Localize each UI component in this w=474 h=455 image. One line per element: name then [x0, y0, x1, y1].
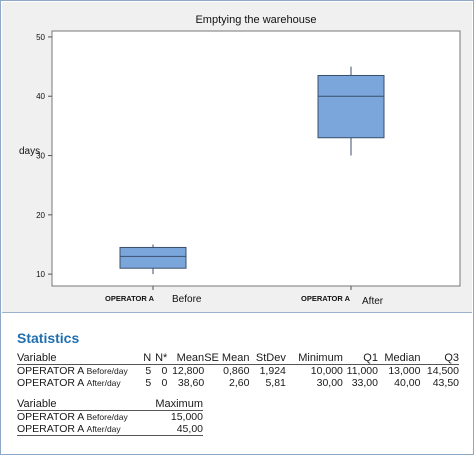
cell-q1: 11,000 — [346, 365, 378, 377]
boxplot-chart: Emptying the warehouse 10 20 30 40 50 days OPER… — [19, 14, 461, 307]
cell-median: 13,000 — [388, 365, 421, 377]
y-axis-label: days — [19, 146, 40, 157]
y-tick-label: 30 — [36, 152, 45, 161]
y-tick-label: 50 — [36, 33, 45, 42]
variable-subname: After/day — [86, 378, 121, 388]
variable-subname: Before/day — [86, 366, 128, 376]
variable-name: OPERATOR A — [17, 377, 84, 389]
cell-se-mean: 0,860 — [223, 365, 250, 377]
col-header: SE Mean — [204, 352, 250, 365]
statistics-table-maximum: Variable Maximum OPERATOR A Before/day 1… — [17, 398, 203, 436]
col-header: N* — [151, 352, 168, 365]
col-header: Variable — [17, 352, 142, 365]
table-row: OPERATOR A Before/day 15,000 — [17, 411, 203, 423]
statistics-section: Statistics Variable N N* Mean SE Mean St… — [1, 316, 473, 454]
variable-name: OPERATOR A — [17, 411, 84, 423]
cell-q1: 33,00 — [351, 377, 378, 389]
variable-subname: Before/day — [86, 412, 128, 422]
statistics-header-row: Variable N N* Mean SE Mean StDev Minimum… — [17, 352, 459, 365]
col-header: Mean — [167, 352, 205, 365]
variable-name: OPERATOR A — [17, 365, 84, 377]
cell-n: 5 — [145, 377, 152, 389]
col-header: Median — [377, 352, 421, 365]
cell-se-mean: 2,60 — [229, 377, 250, 389]
table-row: OPERATOR A After/day 45,00 — [17, 423, 203, 436]
cell-stdev: 5,81 — [265, 377, 286, 389]
plot-area — [51, 30, 461, 287]
col-header: Minimum — [285, 352, 343, 365]
box — [119, 246, 187, 269]
cell-n: 5 — [145, 365, 152, 377]
x-tick-label: OPERATOR A — [301, 294, 351, 303]
boxplot-panel: Emptying the warehouse 10 20 30 40 50 days OPER… — [2, 2, 472, 313]
col-header: Q1 — [342, 352, 378, 365]
x-sublabel: Before — [172, 294, 202, 305]
x-sublabel: After — [362, 296, 384, 307]
statistics-title: Statistics — [17, 330, 80, 346]
y-tick-label: 10 — [36, 270, 45, 279]
statistics-header-row: Variable Maximum — [17, 398, 203, 411]
box — [317, 74, 385, 139]
variable-name: OPERATOR A — [17, 423, 84, 435]
col-header: Maximum — [145, 398, 203, 411]
col-header: N — [141, 352, 152, 365]
cell-stdev: 1,924 — [259, 365, 286, 377]
cell-nstar: 0 — [161, 377, 168, 389]
y-tick-label: 40 — [36, 92, 45, 101]
cell-nstar: 0 — [161, 365, 168, 377]
cell-mean: 38,60 — [177, 377, 205, 389]
col-header: Q3 — [420, 352, 459, 365]
cell-minimum: 30,00 — [316, 377, 343, 389]
table-row: OPERATOR A After/day 5 0 38,60 2,60 5,81… — [17, 377, 459, 389]
col-header: Variable — [17, 398, 145, 411]
cell-minimum: 10,000 — [310, 365, 343, 377]
cell-maximum: 15,000 — [170, 411, 203, 423]
cell-q3: 43,50 — [432, 377, 459, 389]
cell-mean: 12,800 — [172, 365, 205, 377]
cell-q3: 14,500 — [426, 365, 459, 377]
table-row: OPERATOR A Before/day 5 0 12,800 0,860 1… — [17, 365, 459, 377]
col-header: StDev — [249, 352, 286, 365]
y-tick-label: 20 — [36, 211, 45, 220]
cell-median: 40,00 — [394, 377, 421, 389]
cell-maximum: 45,00 — [176, 423, 203, 435]
x-tick-label: OPERATOR A — [105, 294, 155, 303]
chart-title: Emptying the warehouse — [195, 14, 316, 26]
statistics-table: Variable N N* Mean SE Mean StDev Minimum… — [17, 352, 459, 389]
variable-subname: After/day — [86, 424, 121, 434]
